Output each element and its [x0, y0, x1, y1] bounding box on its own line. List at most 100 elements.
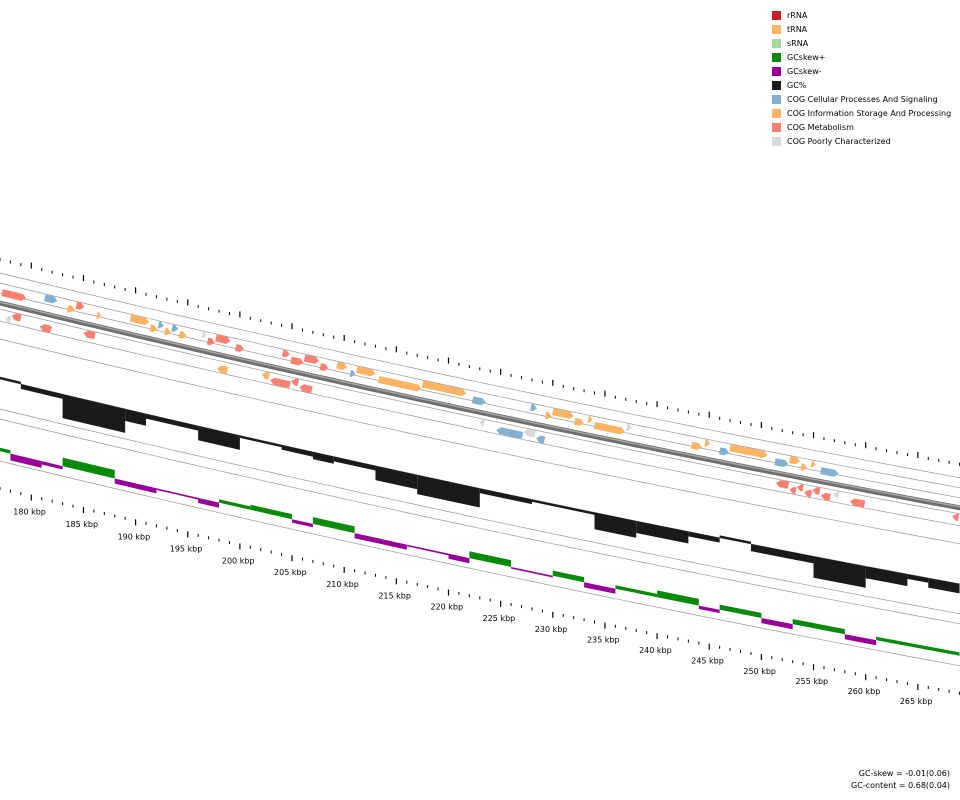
gc-content-bar	[146, 413, 199, 431]
axis-label: 220 kbp	[430, 603, 463, 612]
forward-gene	[149, 324, 158, 332]
reverse-gene	[479, 419, 485, 427]
gc-skew-bar	[657, 590, 699, 606]
axis-label: 180 kbp	[13, 508, 46, 517]
gc-skew-bar	[876, 636, 960, 656]
reverse-gene	[796, 484, 804, 492]
axis-label: 215 kbp	[378, 591, 411, 600]
axis-label: 245 kbp	[691, 657, 724, 666]
track-guide-line	[0, 460, 960, 667]
forward-gene	[303, 354, 320, 364]
reverse-gene	[789, 486, 797, 495]
track-guide-line	[0, 320, 960, 527]
reverse-gene	[804, 489, 813, 498]
axis-label: 225 kbp	[483, 614, 516, 623]
reverse-gene	[952, 513, 960, 522]
gc-content-bar	[688, 531, 720, 543]
gc-skew-plot	[0, 447, 960, 656]
gc-skew-bar	[719, 604, 762, 619]
reverse-gene	[523, 429, 536, 438]
gc-content-bar	[125, 408, 147, 426]
track-guide-line	[0, 282, 960, 489]
gc-content-bar	[636, 520, 689, 544]
reverse-gene	[216, 365, 229, 374]
legend-label: GC%	[787, 80, 807, 90]
gc-skew-bar	[41, 461, 63, 470]
forward-gene	[281, 349, 290, 358]
gc-content-bar	[281, 444, 313, 457]
gc-skew-bar	[219, 499, 251, 510]
forward-gene	[164, 327, 172, 336]
forward-gene	[1, 289, 27, 301]
gc-skew-stat: GC-skew = -0.01(0.06)	[858, 769, 950, 778]
legend-swatch	[772, 66, 781, 76]
legend-swatch	[772, 108, 781, 118]
reverse-gene	[833, 491, 840, 499]
gc-skew-bar	[198, 497, 220, 508]
backbone-outer	[0, 300, 960, 511]
gc-content-plot	[0, 376, 960, 594]
legend: rRNA tRNA sRNA GCskew+ GCskew- GC% COG C…	[772, 8, 951, 148]
axis-label: 205 kbp	[274, 568, 307, 577]
reverse-gene	[261, 371, 270, 380]
forward-gene	[234, 344, 245, 352]
legend-item-rrna: rRNA	[772, 8, 951, 22]
gc-skew-bar	[584, 582, 616, 594]
forward-gene	[530, 403, 538, 412]
forward-gene	[336, 361, 348, 371]
gc-content-bar	[20, 384, 63, 399]
forward-gene	[171, 324, 179, 332]
legend-swatch	[772, 94, 781, 104]
axis-label: 185 kbp	[65, 520, 98, 529]
reverse-gene	[83, 330, 96, 340]
gc-skew-bar	[511, 566, 553, 578]
track-guide-line	[0, 308, 960, 515]
forward-gene	[626, 423, 633, 431]
legend-label: GCskew+	[787, 52, 826, 62]
forward-gene	[319, 363, 329, 371]
gc-content-bar	[750, 543, 814, 564]
forward-gene	[690, 441, 702, 450]
axis-label: 210 kbp	[326, 580, 359, 589]
forward-gene	[44, 294, 58, 304]
forward-gene	[704, 439, 711, 447]
gc-skew-bar	[62, 457, 115, 479]
legend-swatch	[772, 122, 781, 132]
forward-gene	[810, 460, 816, 468]
reverse-gene	[850, 498, 866, 508]
legend-item-cog-information: COG Information Storage And Processing	[772, 106, 951, 120]
gc-skew-bar	[761, 618, 793, 630]
gc-content-bar	[865, 566, 908, 587]
forward-gene	[349, 369, 356, 378]
gc-content-bar	[62, 394, 126, 433]
legend-item-srna: sRNA	[772, 36, 951, 50]
forward-gene	[552, 408, 574, 419]
reverse-gene	[11, 313, 22, 322]
gc-skew-bar	[292, 519, 313, 528]
gc-skew-bar	[792, 619, 845, 635]
forward-gene	[75, 301, 85, 310]
legend-item-gc-percent: GC%	[772, 78, 951, 92]
legend-item-cog-metabolism: COG Metabolism	[772, 120, 951, 134]
gc-skew-bar	[844, 634, 877, 646]
forward-gene	[178, 331, 187, 339]
gc-skew-bar	[0, 447, 11, 454]
legend-label: COG Cellular Processes And Signaling	[787, 94, 938, 104]
gc-skew-bar	[354, 533, 407, 550]
reverse-gene	[299, 384, 313, 394]
gc-content-bar	[0, 376, 21, 385]
stats-panel: GC-skew = -0.01(0.06) GC-content = 0.68(…	[851, 768, 950, 792]
legend-label: COG Poorly Characterized	[787, 136, 891, 146]
reverse-gene	[5, 315, 12, 324]
gc-skew-bar	[156, 488, 199, 500]
forward-gene	[471, 396, 487, 406]
axis-label: 250 kbp	[743, 667, 776, 676]
reverse-gene	[536, 435, 546, 444]
track-guide-line	[0, 338, 960, 545]
forward-gene	[729, 444, 768, 458]
forward-gene	[206, 337, 215, 346]
gc-content-bar	[375, 465, 418, 490]
track-lines	[0, 272, 960, 667]
gc-skew-bar	[698, 605, 720, 614]
gc-content-bar	[312, 451, 334, 464]
